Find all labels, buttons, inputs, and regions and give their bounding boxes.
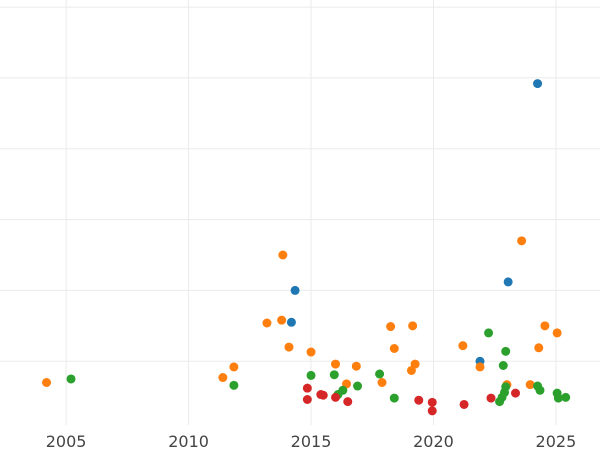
data-point-s1-3 (262, 318, 272, 328)
data-point-s1-21 (525, 380, 535, 390)
data-point-s2-8 (389, 393, 399, 403)
x-tick-labels: 2005 2010 2015 2020 2025 (46, 432, 577, 450)
data-point-s3-4 (331, 392, 341, 402)
data-point-s3-8 (427, 406, 437, 416)
data-point-s1-11 (377, 378, 387, 387)
data-point-s2-17 (535, 385, 545, 395)
data-point-s0-4 (533, 79, 543, 89)
data-point-s0-0 (286, 317, 296, 327)
data-point-s1-24 (552, 328, 562, 338)
data-point-s1-17 (458, 341, 468, 351)
grid-lines (0, 0, 600, 425)
data-point-s1-16 (410, 359, 420, 369)
data-point-s1-7 (306, 347, 316, 357)
data-point-s2-19 (553, 393, 563, 403)
data-point-s1-5 (278, 250, 288, 260)
data-point-s2-1 (229, 380, 239, 390)
data-point-s1-10 (351, 361, 361, 371)
data-point-s1-2 (229, 362, 239, 372)
data-point-s1-15 (408, 321, 418, 331)
data-points (42, 79, 571, 416)
data-point-s3-10 (486, 393, 496, 403)
data-point-s1-22 (534, 343, 544, 353)
x-tick-label-2010: 2010 (168, 432, 209, 450)
data-point-s1-13 (389, 344, 399, 353)
data-point-s1-0 (42, 378, 52, 387)
data-point-s2-7 (375, 369, 385, 379)
data-point-s2-13 (501, 382, 511, 392)
data-point-s2-6 (353, 381, 363, 391)
data-point-s2-2 (306, 370, 316, 380)
data-point-s3-7 (427, 397, 437, 407)
data-point-s1-18 (475, 362, 485, 372)
data-point-s1-6 (284, 342, 294, 352)
data-point-s3-9 (459, 399, 469, 409)
x-tick-label-2020: 2020 (413, 432, 454, 450)
data-point-s2-9 (484, 328, 494, 338)
data-point-s3-6 (414, 395, 424, 405)
data-point-s3-3 (318, 390, 328, 400)
data-point-s1-8 (331, 359, 341, 369)
data-point-s1-4 (277, 315, 287, 325)
data-point-s3-0 (302, 383, 312, 393)
data-point-s3-11 (511, 388, 521, 398)
data-point-s3-5 (343, 397, 353, 407)
x-tick-label-2015: 2015 (291, 432, 332, 450)
x-tick-label-2005: 2005 (46, 432, 87, 450)
data-point-s2-14 (498, 361, 508, 370)
data-point-s1-1 (218, 373, 228, 383)
data-point-s1-20 (517, 236, 527, 246)
data-point-s0-1 (290, 285, 300, 295)
data-point-s1-12 (386, 322, 396, 332)
data-point-s0-3 (503, 277, 513, 287)
data-point-s2-15 (501, 346, 511, 356)
x-tick-label-2025: 2025 (536, 432, 577, 450)
data-point-s2-0 (66, 374, 76, 384)
data-point-s1-23 (540, 321, 550, 331)
data-point-s3-1 (302, 395, 312, 404)
data-point-s2-20 (561, 392, 571, 402)
data-point-s2-3 (329, 370, 339, 380)
